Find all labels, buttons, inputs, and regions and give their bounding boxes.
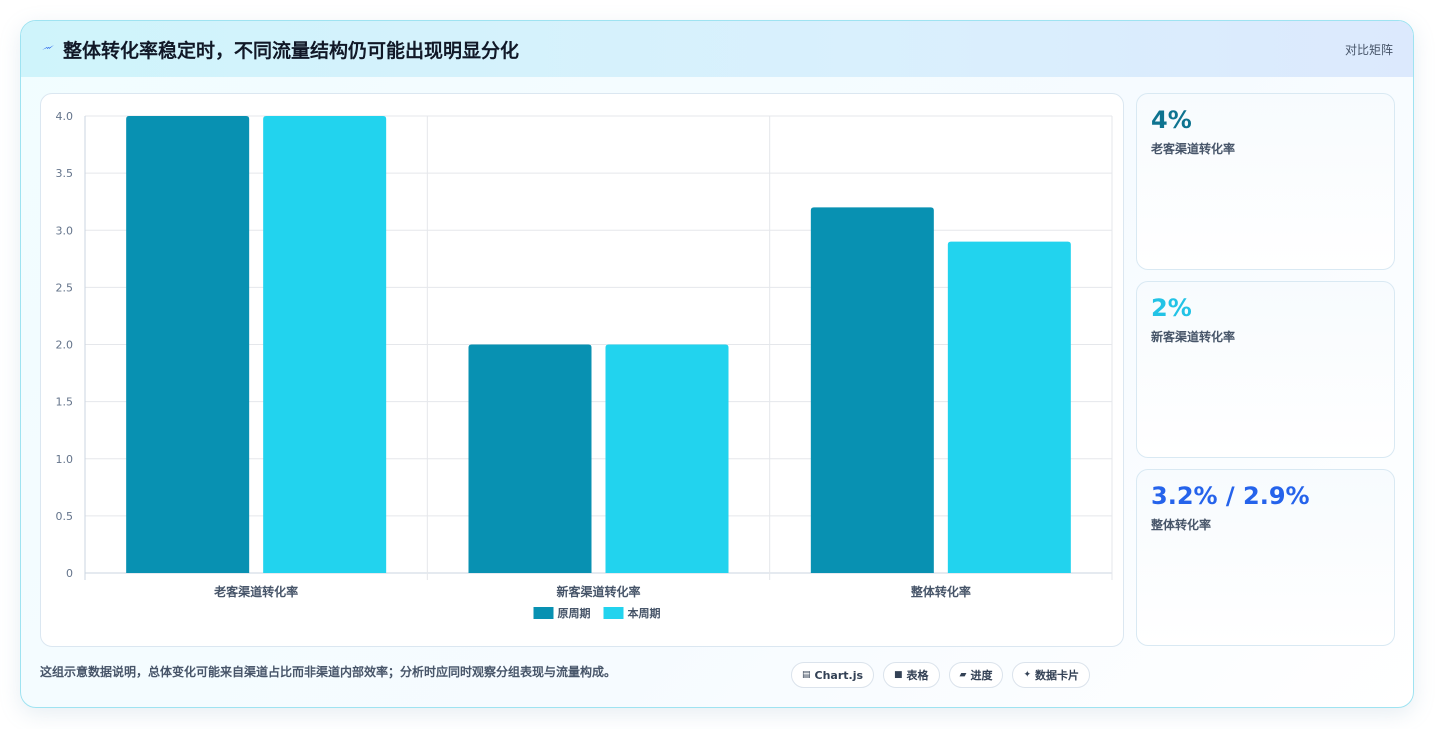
y-tick-label: 1.5 (56, 396, 74, 409)
kpi-value: 3.2% / 2.9% (1151, 482, 1310, 510)
chip-table[interactable]: ■ 表格 (883, 662, 940, 688)
chart-icon: ▤ (802, 670, 811, 680)
comparison-card: 整体转化率稳定时，不同流量结构仍可能出现明显分化 对比矩阵 0 0.5 1.0 1.5… (20, 20, 1414, 708)
bar (605, 344, 729, 573)
legend-label: 原周期 (558, 606, 591, 620)
kpi-card-overall: 3.2% / 2.9% 整体转化率 (1136, 469, 1395, 646)
bar (810, 207, 934, 573)
kpi-label: 新客渠道转化率 (1151, 330, 1236, 344)
y-tick-label: 3.0 (56, 224, 74, 237)
y-tick-label: 0 (66, 567, 73, 580)
sparkle-icon: ✦ (1023, 670, 1032, 680)
y-tick-label: 2.0 (56, 339, 74, 352)
card-header: 整体转化率稳定时，不同流量结构仍可能出现明显分化 对比矩阵 (21, 21, 1413, 77)
legend-swatch (533, 607, 554, 619)
footer-note: 这组示意数据说明，总体变化可能来自渠道占比而非渠道内部效率；分析时应同时观察分组… (40, 665, 617, 679)
y-tick-label: 2.5 (56, 281, 74, 294)
y-tick-label: 0.5 (56, 510, 74, 523)
page-title: 整体转化率稳定时，不同流量结构仍可能出现明显分化 (63, 40, 520, 62)
chip-group: ▤ Chart.js ■ 表格 ▰ 进度 ✦ 数据卡片 (791, 662, 1091, 688)
bar (263, 116, 387, 573)
chip-label: 表格 (906, 669, 929, 682)
lightning-icon (42, 45, 54, 50)
x-tick-label: 老客渠道转化率 (214, 584, 298, 599)
legend-label: 本周期 (628, 606, 661, 620)
chip-data-card[interactable]: ✦ 数据卡片 (1012, 662, 1091, 688)
y-tick-label: 3.5 (56, 167, 74, 180)
bar (126, 116, 250, 573)
x-tick-label: 整体转化率 (910, 584, 971, 599)
bar-chart: 0 0.5 1.0 1.5 2.0 2.5 3.0 3.5 4.0 老客渠道转化率 新客渠道转化率 整… (56, 110, 1113, 620)
chip-progress[interactable]: ▰ 进度 (948, 662, 1004, 688)
chip-label: Chart.js (814, 668, 864, 682)
kpi-label: 整体转化率 (1151, 518, 1212, 532)
chip-label: 进度 (970, 669, 993, 682)
kpi-card-new: 2% 新客渠道转化率 (1136, 281, 1395, 458)
bar (947, 241, 1071, 574)
chip-chartjs[interactable]: ▤ Chart.js (791, 662, 875, 688)
chip-label: 数据卡片 (1035, 669, 1080, 682)
x-tick-label: 新客渠道转化率 (556, 584, 640, 599)
chart-panel: 0 0.5 1.0 1.5 2.0 2.5 3.0 3.5 4.0 老客渠道转化率 新客渠道转化率 整… (40, 93, 1124, 647)
kpi-card-returning: 4% 老客渠道转化率 (1136, 93, 1395, 270)
bar (468, 344, 592, 573)
y-tick-label: 4.0 (56, 110, 74, 123)
y-tick-label: 1.0 (56, 453, 74, 466)
header-tag: 对比矩阵 (1344, 43, 1393, 57)
progress-icon: ▰ (959, 670, 967, 680)
kpi-label: 老客渠道转化率 (1151, 142, 1236, 156)
table-icon: ■ (894, 670, 903, 680)
kpi-value: 4% (1151, 106, 1192, 134)
legend-swatch (603, 607, 624, 619)
kpi-value: 2% (1151, 294, 1192, 322)
